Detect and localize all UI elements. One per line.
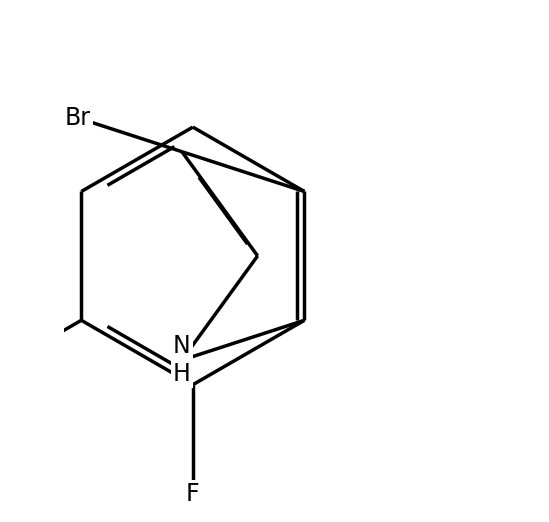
Text: F: F bbox=[186, 482, 200, 506]
Text: N
H: N H bbox=[173, 334, 191, 386]
Text: Br: Br bbox=[65, 106, 91, 130]
